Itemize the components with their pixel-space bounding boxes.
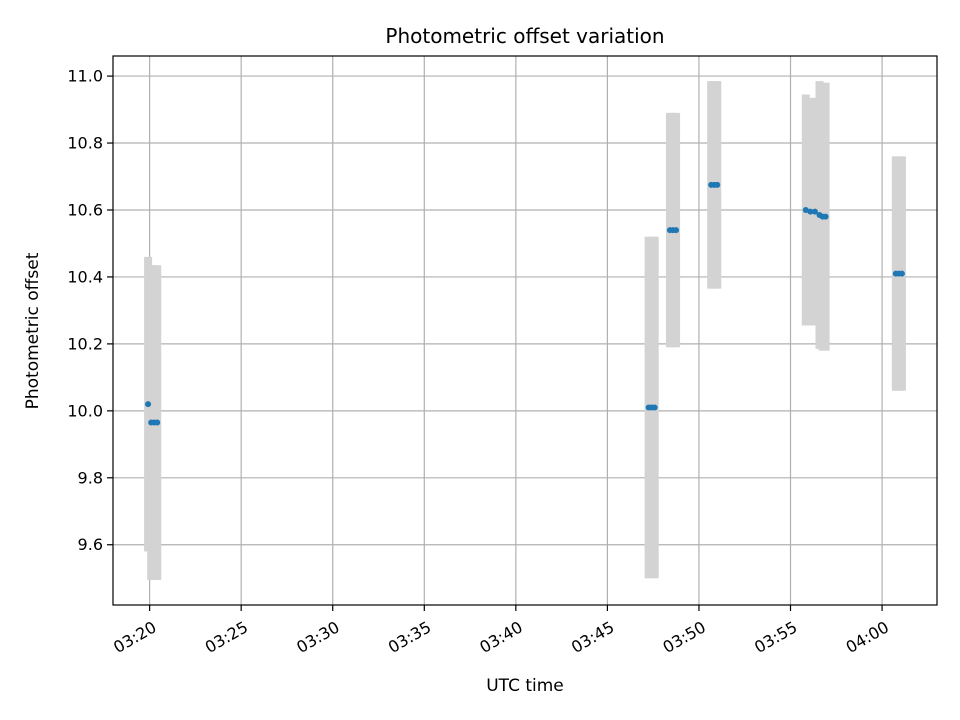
- data-point: [714, 181, 721, 188]
- plot-frame: [112, 55, 938, 606]
- y-tick-label: 11.0: [67, 67, 103, 86]
- grid: [113, 56, 937, 605]
- data-point: [673, 227, 680, 234]
- data-point: [807, 208, 814, 215]
- data-point: [154, 419, 161, 426]
- y-tick-label: 10.6: [67, 200, 103, 219]
- data-point: [811, 208, 818, 215]
- y-tick-label: 10.4: [67, 267, 103, 286]
- y-tick-label: 9.8: [78, 468, 103, 487]
- x-axis-label: UTC time: [486, 676, 564, 696]
- y-tick-label: 10.2: [67, 334, 103, 353]
- data-points: [145, 181, 905, 426]
- data-point: [651, 404, 658, 411]
- chart-title: Photometric offset variation: [385, 24, 664, 48]
- data-point: [145, 401, 152, 408]
- data-point: [898, 270, 905, 277]
- data-point: [822, 213, 829, 220]
- y-tick-label: 10.8: [67, 134, 103, 153]
- y-tick-label: 9.6: [78, 535, 103, 554]
- data-point: [802, 206, 809, 213]
- y-axis-label: Photometric offset: [23, 252, 43, 409]
- y-tick-label: 10.0: [67, 401, 103, 420]
